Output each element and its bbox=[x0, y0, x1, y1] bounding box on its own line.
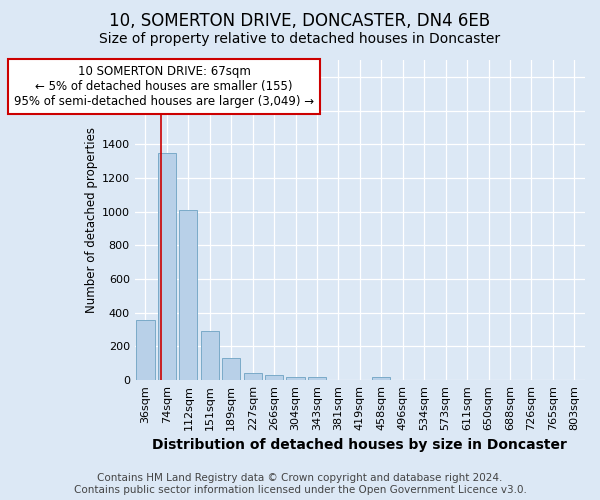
Text: 10, SOMERTON DRIVE, DONCASTER, DN4 6EB: 10, SOMERTON DRIVE, DONCASTER, DN4 6EB bbox=[109, 12, 491, 30]
Bar bbox=[158, 152, 176, 380]
Text: Size of property relative to detached houses in Doncaster: Size of property relative to detached ho… bbox=[100, 32, 500, 46]
Bar bbox=[244, 372, 262, 380]
Bar bbox=[222, 358, 241, 380]
Bar bbox=[372, 377, 391, 380]
Text: Contains HM Land Registry data © Crown copyright and database right 2024.
Contai: Contains HM Land Registry data © Crown c… bbox=[74, 474, 526, 495]
Y-axis label: Number of detached properties: Number of detached properties bbox=[85, 127, 98, 313]
Bar bbox=[200, 332, 219, 380]
Bar bbox=[265, 374, 283, 380]
Bar bbox=[136, 320, 155, 380]
Text: 10 SOMERTON DRIVE: 67sqm
← 5% of detached houses are smaller (155)
95% of semi-d: 10 SOMERTON DRIVE: 67sqm ← 5% of detache… bbox=[14, 65, 314, 108]
Bar bbox=[286, 377, 305, 380]
Bar bbox=[308, 377, 326, 380]
X-axis label: Distribution of detached houses by size in Doncaster: Distribution of detached houses by size … bbox=[152, 438, 568, 452]
Bar bbox=[179, 210, 197, 380]
